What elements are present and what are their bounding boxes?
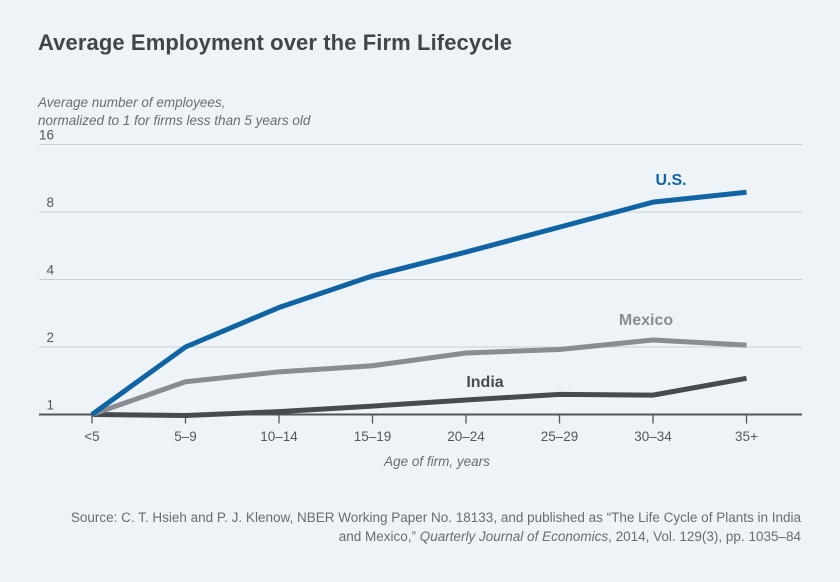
x-tick-label-2: 10–14 [260, 429, 298, 444]
us-series-label: U.S. [655, 172, 686, 189]
x-tick-label-5: 25–29 [541, 429, 579, 444]
source-note-line2: and Mexico,” Quarterly Journal of Econom… [41, 528, 801, 547]
india-series-line [91, 375, 747, 418]
chart-subtitle-line2: normalized to 1 for firms less than 5 ye… [38, 113, 311, 128]
chart-title: Average Employment over the Firm Lifecyc… [38, 30, 513, 55]
y-tick-label-2: 2 [46, 330, 54, 345]
chart-subtitle-line1: Average number of employees, [38, 95, 226, 110]
x-axis-title: Age of firm, years [383, 454, 490, 469]
y-tick-label-4: 4 [46, 263, 54, 278]
y-tick-label-8: 8 [46, 195, 54, 210]
x-tick-label-3: 15–19 [354, 429, 392, 444]
x-tick-label-0: <5 [84, 429, 99, 444]
x-tick-label-4: 20–24 [447, 429, 485, 444]
us-series-line [90, 189, 747, 417]
mexico-series-label: Mexico [619, 312, 673, 329]
x-tick-label-6: 30–34 [634, 429, 672, 444]
y-tick-label-16: 16 [39, 128, 54, 143]
y-tick-label-1: 1 [46, 398, 54, 413]
source-note: Source: C. T. Hsieh and P. J. Klenow, NB… [41, 509, 801, 546]
chart-subtitle: Average number of employees, normalized … [38, 94, 310, 130]
source-note-line2-pre: and Mexico,” [338, 528, 420, 544]
source-journal-name: Quarterly Journal of Economics [419, 528, 609, 544]
source-note-line1: Source: C. T. Hsieh and P. J. Klenow, NB… [70, 510, 801, 525]
india-series-label: India [466, 374, 503, 391]
x-tick-label-7: 35+ [735, 429, 758, 444]
source-note-line2-post: , 2014, Vol. 129(3), pp. 1035–84 [608, 528, 801, 544]
mexico-series-line [91, 337, 747, 417]
x-tick-label-1: 5–9 [174, 429, 197, 444]
